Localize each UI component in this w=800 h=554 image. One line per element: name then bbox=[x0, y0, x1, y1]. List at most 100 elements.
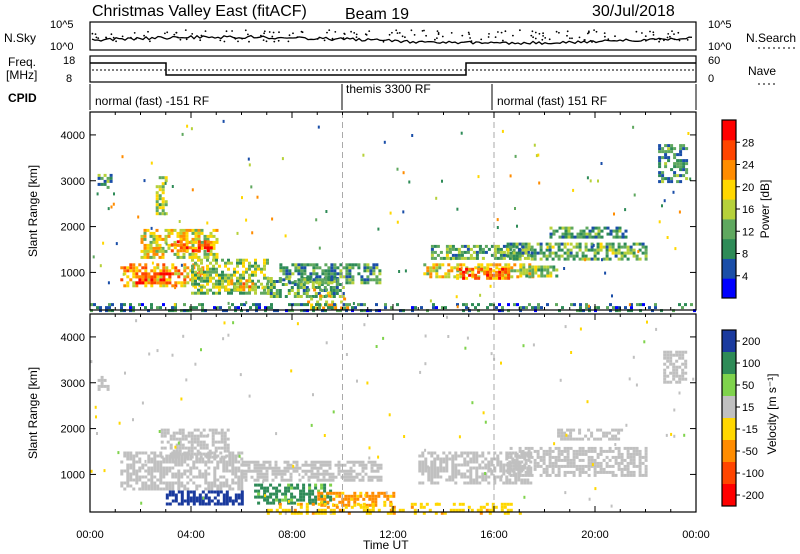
heatmap-cell bbox=[638, 455, 642, 459]
heatmap-cell bbox=[665, 433, 668, 437]
colorbar-swatch bbox=[722, 396, 736, 419]
heatmap-cell bbox=[343, 478, 347, 482]
heatmap-cell bbox=[615, 309, 618, 313]
heatmap-cell bbox=[213, 469, 217, 473]
noise-search-point bbox=[413, 34, 416, 36]
heatmap-cell bbox=[228, 457, 232, 461]
heatmap-cell bbox=[611, 455, 615, 459]
y-tick-label: 3000 bbox=[61, 176, 85, 188]
heatmap-cell bbox=[222, 496, 226, 500]
heatmap-cell bbox=[450, 269, 454, 273]
heatmap-cell bbox=[456, 276, 460, 280]
heatmap-cell bbox=[207, 499, 211, 503]
heatmap-cell bbox=[165, 484, 169, 488]
heatmap-cell bbox=[103, 179, 107, 183]
heatmap-cell bbox=[180, 454, 184, 458]
heatmap-cell bbox=[304, 472, 308, 476]
heatmap-cell bbox=[363, 281, 367, 285]
heatmap-cell bbox=[175, 449, 179, 453]
heatmap-cell bbox=[231, 487, 235, 491]
heatmap-cell bbox=[557, 254, 561, 258]
heatmap-cell bbox=[629, 245, 633, 249]
heatmap-cell bbox=[174, 266, 178, 270]
heatmap-cell bbox=[432, 303, 435, 307]
heatmap-cell bbox=[209, 240, 213, 244]
heatmap-cell bbox=[183, 309, 186, 313]
heatmap-cell bbox=[421, 451, 425, 455]
heatmap-cell bbox=[159, 481, 163, 485]
heatmap-cell bbox=[515, 461, 519, 465]
heatmap-cell bbox=[194, 231, 198, 235]
heatmap-cell bbox=[147, 466, 151, 470]
heatmap-cell bbox=[329, 498, 333, 502]
heatmap-cell bbox=[325, 472, 329, 476]
heatmap-cell bbox=[160, 428, 164, 432]
heatmap-cell bbox=[195, 306, 198, 310]
heatmap-cell bbox=[609, 229, 613, 233]
heatmap-cell bbox=[191, 291, 194, 295]
heatmap-cell bbox=[581, 446, 585, 450]
heatmap-cell bbox=[597, 235, 601, 239]
heatmap-cell bbox=[614, 461, 618, 465]
heatmap-cell bbox=[590, 449, 594, 453]
heatmap-cell bbox=[348, 278, 352, 282]
heatmap-cell bbox=[327, 272, 331, 276]
heatmap-cell bbox=[168, 272, 172, 276]
heatmap-cell bbox=[138, 278, 142, 282]
heatmap-cell bbox=[452, 502, 456, 506]
heatmap-cell bbox=[172, 452, 176, 456]
heatmap-cell bbox=[194, 255, 198, 259]
heatmap-cell bbox=[349, 475, 353, 479]
heatmap-cell bbox=[321, 278, 325, 282]
heatmap-cell bbox=[188, 228, 192, 232]
heatmap-cell bbox=[177, 490, 181, 494]
heatmap-cell bbox=[506, 242, 510, 246]
noise-search-point bbox=[441, 35, 444, 38]
heatmap-cell bbox=[231, 451, 235, 455]
heatmap-cell bbox=[524, 473, 528, 477]
colorbar-swatch bbox=[722, 484, 736, 507]
heatmap-cell bbox=[314, 498, 318, 502]
heatmap-cell bbox=[500, 502, 504, 506]
heatmap-cell bbox=[339, 263, 343, 267]
heatmap-cell bbox=[673, 171, 677, 175]
noise-search-point bbox=[277, 39, 280, 42]
heatmap-cell bbox=[180, 272, 184, 276]
heatmap-cell bbox=[222, 499, 226, 503]
heatmap-cell bbox=[635, 464, 639, 468]
heatmap-cell bbox=[430, 463, 434, 467]
heatmap-cell bbox=[465, 270, 469, 274]
heatmap-cell bbox=[163, 434, 167, 438]
heatmap-cell bbox=[560, 464, 564, 468]
heatmap-cell bbox=[460, 454, 464, 458]
heatmap-cell bbox=[239, 261, 242, 265]
heatmap-cell bbox=[623, 245, 627, 249]
heatmap-cell bbox=[165, 457, 169, 461]
heatmap-cell bbox=[161, 246, 165, 250]
heatmap-cell bbox=[97, 173, 101, 177]
heatmap-cell bbox=[448, 244, 452, 248]
heatmap-cell bbox=[90, 360, 93, 364]
heatmap-cell bbox=[675, 365, 679, 369]
heatmap-cell bbox=[500, 361, 502, 365]
heatmap-cell bbox=[218, 288, 221, 292]
heatmap-cell bbox=[254, 282, 257, 286]
heatmap-cell bbox=[363, 303, 366, 307]
heatmap-cell bbox=[200, 246, 204, 250]
heatmap-cell bbox=[149, 240, 153, 244]
heatmap-cell bbox=[263, 258, 266, 262]
heatmap-cell bbox=[608, 431, 612, 435]
heatmap-cell bbox=[644, 257, 648, 261]
noise-search-point bbox=[396, 32, 399, 34]
heatmap-cell bbox=[624, 306, 627, 310]
heatmap-cell bbox=[370, 460, 374, 464]
heatmap-cell bbox=[537, 268, 541, 272]
heatmap-cell bbox=[310, 469, 314, 473]
heatmap-cell bbox=[548, 461, 552, 465]
heatmap-cell bbox=[379, 475, 383, 479]
heatmap-cell bbox=[289, 466, 293, 470]
heatmap-cell bbox=[341, 292, 345, 295]
heatmap-cell bbox=[507, 276, 511, 280]
heatmap-cell bbox=[664, 156, 668, 160]
heatmap-cell bbox=[97, 387, 101, 391]
